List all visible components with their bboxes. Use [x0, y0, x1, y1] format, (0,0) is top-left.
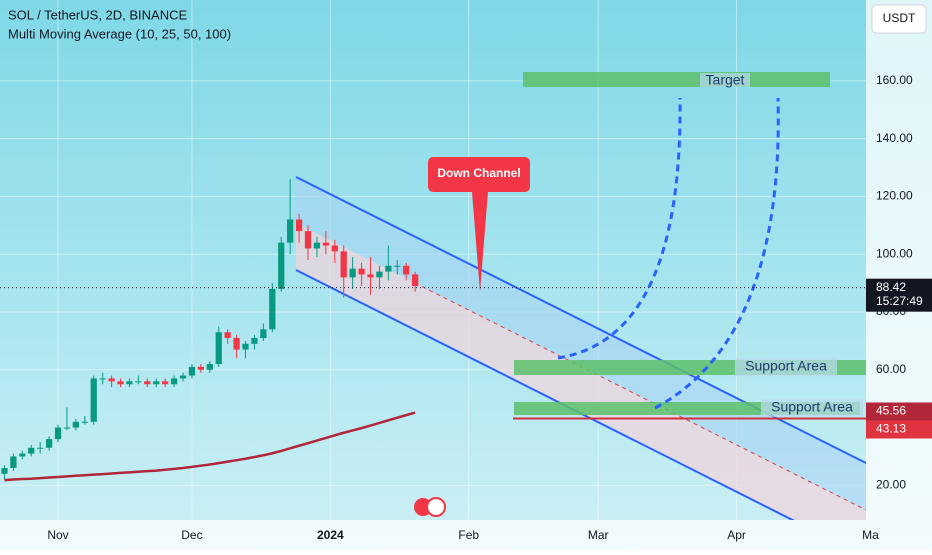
candle-body	[72, 421, 80, 428]
currency-button[interactable]	[871, 4, 927, 34]
projection-curve	[557, 97, 682, 360]
candle-body	[331, 245, 338, 252]
label-bg	[700, 73, 750, 87]
candle-body	[313, 242, 321, 249]
callout-label: Down Channel	[437, 166, 520, 180]
x-tick-label: Mar	[588, 528, 609, 542]
y-tick-label: 140.00	[876, 131, 913, 145]
indicator-label: Multi Moving Average (10, 25, 50, 100)	[8, 26, 231, 41]
y-tick-label: 20.00	[876, 478, 906, 492]
candle-body	[19, 453, 26, 457]
candle-body	[197, 366, 205, 370]
candle-body	[10, 456, 17, 468]
candle-body	[45, 439, 53, 448]
candle-body	[412, 274, 419, 286]
ma-price-label: 45.56	[876, 404, 906, 418]
logo	[426, 497, 446, 517]
candle-body	[99, 378, 106, 380]
plot	[1, 72, 866, 520]
candle-body	[215, 332, 222, 364]
ma-price-box	[866, 402, 932, 421]
projection-curve	[654, 97, 780, 410]
candle-body	[117, 381, 124, 385]
target-zone	[523, 72, 830, 87]
hline-price-box	[866, 420, 932, 439]
candle-body	[162, 381, 169, 385]
x-tick-label: Feb	[458, 528, 479, 542]
candle-body	[179, 375, 187, 379]
candle-body	[322, 242, 329, 246]
candle-body	[37, 447, 44, 449]
candle-body	[385, 265, 392, 272]
candle-body	[135, 381, 142, 383]
candle-body	[153, 381, 160, 385]
candle-body	[260, 329, 267, 338]
candle-body	[126, 381, 133, 385]
x-tick-label: Ma	[862, 528, 879, 542]
support-label: Support Area	[771, 399, 853, 415]
symbol-title: SOL / TetherUS, 2D, BINANCE	[8, 7, 188, 22]
y-tick-label: 120.00	[876, 189, 913, 203]
candle-body	[206, 364, 213, 370]
candle-body	[269, 288, 276, 330]
candle-body	[376, 271, 383, 278]
candle-body	[295, 219, 303, 232]
support-label: Support Area	[745, 358, 827, 374]
x-tick-label: 2024	[317, 528, 344, 542]
currency-label[interactable]: USDT	[883, 11, 916, 25]
x-tick-label: Dec	[181, 528, 202, 542]
label-bg	[735, 358, 837, 376]
candle-body	[108, 378, 115, 382]
candle-body	[1, 468, 8, 474]
candle-body	[233, 338, 240, 350]
candle-body	[242, 343, 249, 350]
countdown-label: 15:27:49	[876, 294, 923, 308]
candle-body	[304, 231, 312, 249]
label-bg	[761, 399, 863, 417]
last-price-label: 88.42	[876, 280, 906, 294]
target-label: Target	[706, 72, 745, 88]
callout	[428, 157, 530, 292]
price-axis	[866, 0, 932, 550]
hline-price-label: 43.13	[876, 422, 906, 436]
time-axis	[0, 520, 866, 550]
candle-body	[90, 378, 97, 422]
candle-body	[278, 242, 285, 289]
candle-body	[403, 265, 410, 275]
candle-body	[349, 268, 356, 278]
candle-body	[54, 427, 62, 440]
moving-average	[4, 411, 416, 482]
candle-body	[394, 265, 401, 267]
y-tick-label: 100.00	[876, 246, 913, 260]
candle-body	[367, 274, 374, 278]
candle-body	[358, 268, 365, 275]
candle-body	[224, 332, 231, 338]
candle-body	[81, 421, 88, 423]
candle-body	[28, 447, 35, 454]
y-tick-label: 160.00	[876, 73, 913, 87]
x-tick-label: Apr	[727, 528, 746, 542]
candle-body	[251, 338, 258, 344]
channel-upper-fill	[296, 177, 866, 510]
candle-body	[144, 381, 151, 385]
candle-body	[63, 427, 71, 429]
candle-body	[188, 366, 196, 376]
candle-body	[287, 219, 294, 243]
x-tick-label: Nov	[47, 528, 68, 542]
candle-body	[170, 378, 178, 385]
candle-body	[340, 251, 347, 278]
y-tick-label: 60.00	[876, 362, 906, 376]
last-price-box	[866, 278, 932, 312]
